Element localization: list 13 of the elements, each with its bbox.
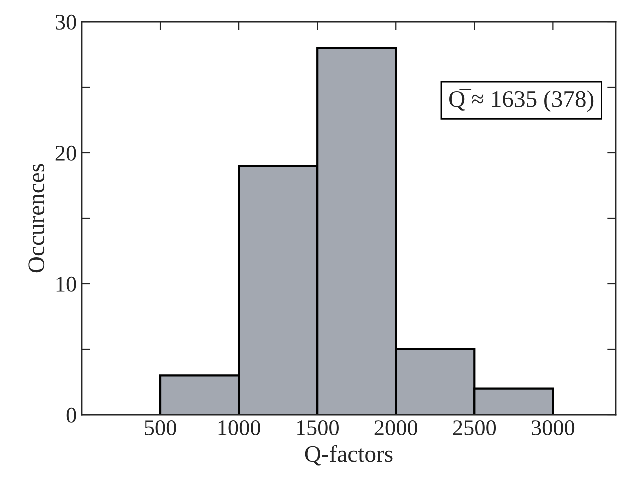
y-tick-label: 30: [56, 14, 76, 30]
x-tick-label: 2000: [374, 420, 418, 436]
annotation: Q̅ ≈ 1635 (378): [450, 89, 594, 112]
x-tick-label: 1000: [218, 420, 260, 436]
x-tick-label: 1500: [297, 420, 339, 436]
y-tick-label: 0: [66, 408, 76, 423]
y-tick-label: 10: [56, 276, 76, 292]
y-axis-title: Occurences: [28, 164, 45, 273]
x-axis-title: Q-factors: [305, 445, 393, 466]
x-tick-label: 2500: [453, 420, 496, 436]
x-tick-label: 3000: [532, 420, 575, 436]
y-tick-label: 20: [56, 146, 76, 161]
x-tick-label: 500: [145, 420, 176, 436]
